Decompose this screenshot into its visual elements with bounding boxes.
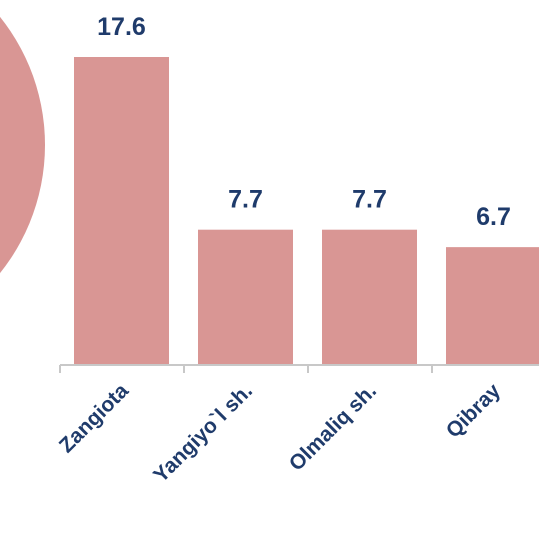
value-label: 17.6 xyxy=(97,13,146,41)
x-tick-label: Olmaliq sh. xyxy=(285,379,381,475)
x-tick-label: Zangiota xyxy=(55,379,133,457)
bar xyxy=(198,229,293,364)
bar xyxy=(322,229,417,364)
decor-circle xyxy=(0,16,45,274)
value-label: 6.7 xyxy=(476,203,511,231)
bar xyxy=(74,57,169,364)
x-tick-label: Yangiyo`l sh. xyxy=(149,379,257,487)
x-tick-label: Qibray xyxy=(442,379,506,443)
value-label: 7.7 xyxy=(352,186,387,214)
bar xyxy=(446,247,539,364)
value-label: 7.7 xyxy=(228,186,263,214)
